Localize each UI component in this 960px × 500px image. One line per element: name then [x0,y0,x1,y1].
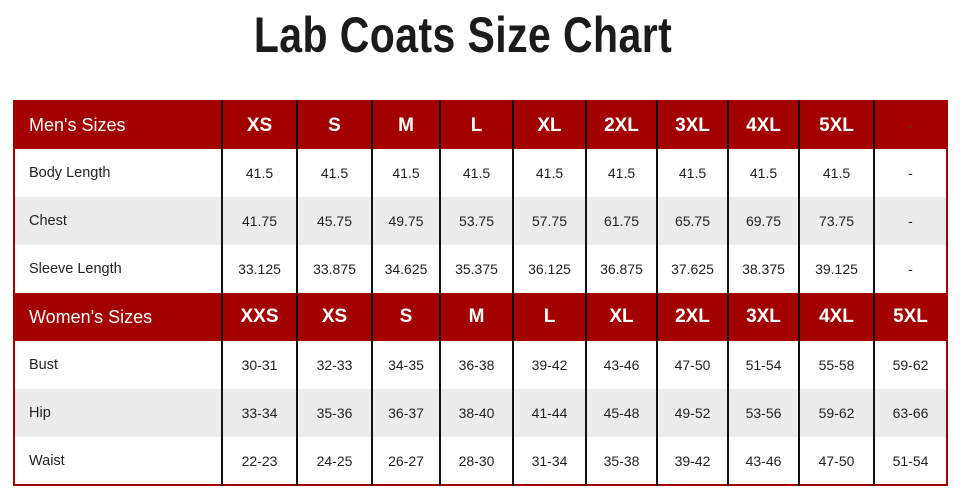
men-sizes-label: Men's Sizes [29,115,126,135]
table-row: Hip 33-34 35-36 36-37 38-40 41-44 45-48 49-52 53… [14,389,947,437]
measurement-value: 41.5 [585,149,657,197]
measurement-value: 35.375 [439,245,513,293]
size-header: L [439,101,513,149]
measurement-value: 33.125 [221,245,297,293]
size-header: S [296,101,372,149]
measurement-value: 53-56 [727,389,799,437]
measurement-value: 41.5 [727,149,799,197]
measurement-label: Bust [14,341,222,389]
measurement-value: 33.875 [296,245,372,293]
measurement-value: 41.5 [798,149,874,197]
size-chart-table: Men's Sizes XS S M L XL 2XL 3XL 4XL 5XL - Body Leng… [13,100,948,486]
measurement-value: 35-38 [585,437,657,485]
measurement-value: 24-25 [296,437,372,485]
size-header: M [439,293,513,341]
measurement-value: 39-42 [656,437,728,485]
measurement-value: 36-37 [371,389,440,437]
size-header: M [371,101,440,149]
size-header: XXS [221,293,297,341]
measurement-value: 43-46 [727,437,799,485]
measurement-value: 47-50 [798,437,874,485]
page-title: Lab Coats Size Chart [253,7,673,63]
measurement-value: 38.375 [727,245,799,293]
measurement-value: 59-62 [798,389,874,437]
measurement-label: Hip [14,389,222,437]
men-header-row: Men's Sizes XS S M L XL 2XL 3XL 4XL 5XL - [14,101,947,149]
measurement-value: - [873,149,947,197]
size-header: 5XL [873,293,947,341]
measurement-value: 41.5 [439,149,513,197]
measurement-value: 57.75 [512,197,586,245]
size-header: XS [296,293,372,341]
measurement-value: 49.75 [371,197,440,245]
measurement-value: 69.75 [727,197,799,245]
measurement-value: 22-23 [221,437,297,485]
size-header: 4XL [798,293,874,341]
measurement-value: 63-66 [873,389,947,437]
measurement-value: 30-31 [221,341,297,389]
measurement-value: 55-58 [798,341,874,389]
measurement-value: 34.625 [371,245,440,293]
size-header: 2XL [585,101,657,149]
measurement-value: - [873,197,947,245]
size-header: XL [585,293,657,341]
size-header: 4XL [727,101,799,149]
measurement-value: 28-30 [439,437,513,485]
measurement-value: 36-38 [439,341,513,389]
measurement-value: 41.5 [512,149,586,197]
size-header: 3XL [727,293,799,341]
measurement-value: 26-27 [371,437,440,485]
measurement-value: 41-44 [512,389,586,437]
women-sizes-label: Women's Sizes [29,306,153,327]
table-row: Body Length 41.5 41.5 41.5 41.5 41.5 41.5 41.5 4… [14,149,947,197]
measurement-value: 38-40 [439,389,513,437]
table-row: Bust 30-31 32-33 34-35 36-38 39-42 43-46 47-50 5… [14,341,947,389]
measurement-value: 51-54 [727,341,799,389]
measurement-value: 41.5 [296,149,372,197]
measurement-value: 41.5 [371,149,440,197]
measurement-value: 37.625 [656,245,728,293]
measurement-value: 41.5 [656,149,728,197]
measurement-label: Sleeve Length [14,245,222,293]
size-header: 5XL [798,101,874,149]
measurement-value: 47-50 [656,341,728,389]
size-header: XS [221,101,297,149]
measurement-value: 43-46 [585,341,657,389]
measurement-value: 59-62 [873,341,947,389]
measurement-value: 33-34 [221,389,297,437]
measurement-value: 45.75 [296,197,372,245]
measurement-value: 36.875 [585,245,657,293]
measurement-value: 41.5 [221,149,297,197]
measurement-value: 61.75 [585,197,657,245]
size-header: L [512,293,586,341]
measurement-label: Body Length [14,149,222,197]
table-row: Waist 22-23 24-25 26-27 28-30 31-34 35-38 39-42… [14,437,947,485]
measurement-value: 31-34 [512,437,586,485]
table-row: Chest 41.75 45.75 49.75 53.75 57.75 61.75 65.75… [14,197,947,245]
size-header: XL [512,101,586,149]
measurement-value: 45-48 [585,389,657,437]
size-header: 2XL [656,293,728,341]
size-header: S [371,293,440,341]
measurement-value: 35-36 [296,389,372,437]
size-header: - [873,101,947,149]
measurement-value: 41.75 [221,197,297,245]
table-row: Sleeve Length 33.125 33.875 34.625 35.375 36.… [14,245,947,293]
measurement-value: 49-52 [656,389,728,437]
measurement-label: Chest [14,197,222,245]
women-header-row: Women's Sizes XXS XS S M L XL 2XL 3XL 4XL 5XL [14,293,947,341]
measurement-value: - [873,245,947,293]
measurement-value: 39-42 [512,341,586,389]
size-header: 3XL [656,101,728,149]
measurement-value: 65.75 [656,197,728,245]
measurement-value: 32-33 [296,341,372,389]
measurement-value: 34-35 [371,341,440,389]
measurement-value: 73.75 [798,197,874,245]
measurement-value: 53.75 [439,197,513,245]
measurement-value: 36.125 [512,245,586,293]
measurement-label: Waist [14,437,222,485]
measurement-value: 39.125 [798,245,874,293]
measurement-value: 51-54 [873,437,947,485]
